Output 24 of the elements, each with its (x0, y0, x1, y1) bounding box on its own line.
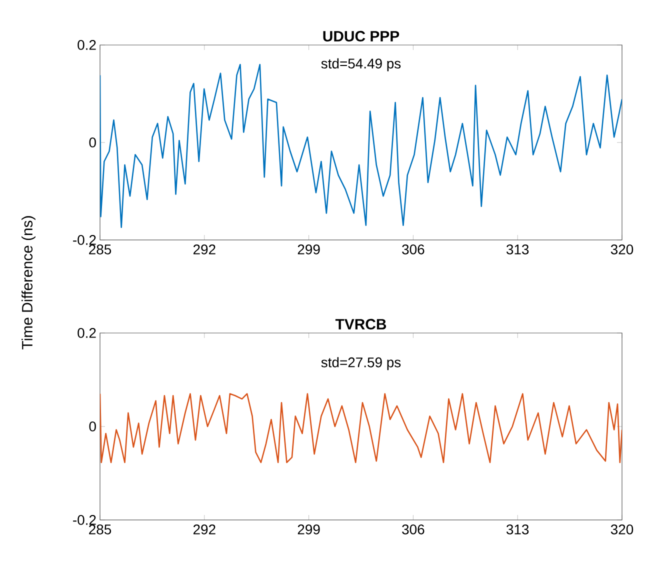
y-tick-label: 0 (89, 422, 96, 432)
x-tick-label: 285 (89, 244, 112, 254)
x-tick-label: 320 (610, 244, 634, 254)
annotation: std=27.59 ps (321, 357, 401, 370)
y-axis-title: Time Difference (ns) (22, 216, 36, 350)
chart-title: TVRCB (335, 318, 386, 330)
x-tick-label: 306 (402, 244, 424, 254)
y-tick-label: 0 (89, 138, 96, 148)
y-tick-label: -0.2 (73, 515, 96, 525)
x-tick-label: 313 (506, 244, 529, 254)
x-tick-label: 306 (402, 524, 424, 534)
x-tick-label: 285 (89, 524, 112, 534)
x-tick-label: 299 (298, 524, 320, 534)
x-tick-label: 299 (298, 244, 320, 254)
x-tick-label: 313 (506, 524, 529, 534)
y-tick-label: 0.2 (78, 328, 96, 338)
x-tick-label: 292 (193, 524, 216, 534)
y-tick-label: -0.2 (73, 235, 96, 245)
x-tick-label: 292 (193, 244, 216, 254)
line-series (100, 393, 622, 464)
x-tick-label: 320 (610, 524, 634, 534)
chart-title: UDUC PPP (323, 30, 400, 42)
y-tick-label: 0.2 (78, 40, 96, 50)
annotation: std=54.49 ps (321, 58, 401, 72)
